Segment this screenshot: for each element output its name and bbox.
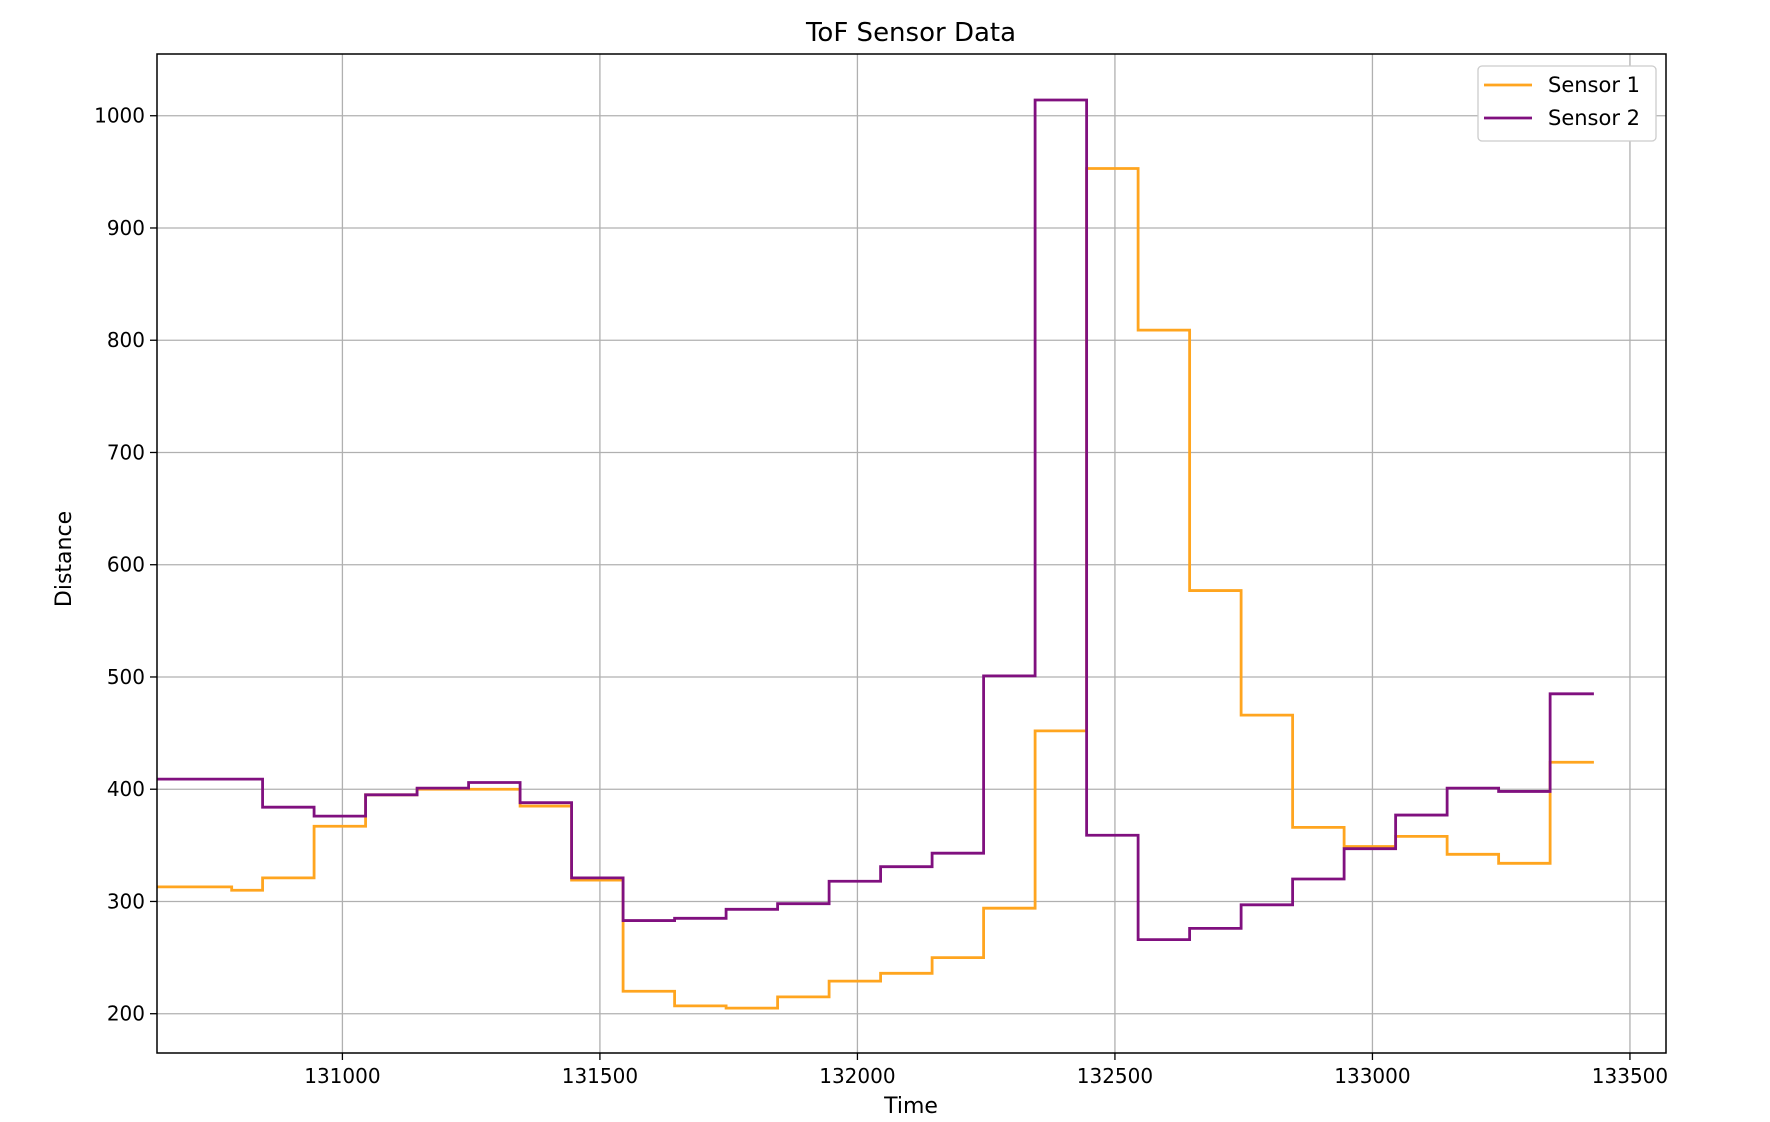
y-tick-label: 500	[107, 665, 145, 689]
legend-label-sensor-1: Sensor 1	[1548, 73, 1640, 97]
plot-frame	[156, 53, 1667, 1054]
y-tick-label: 1000	[94, 104, 145, 128]
grid	[157, 54, 1666, 1053]
x-tick-label: 133000	[1334, 1064, 1410, 1088]
y-tick-label: 400	[107, 777, 145, 801]
y-tick-label: 700	[107, 440, 145, 464]
x-axis-label: Time	[883, 1094, 938, 1118]
series-line-sensor-2	[157, 98, 1594, 942]
x-tick-label: 132000	[819, 1064, 895, 1088]
legend: Sensor 1 Sensor 2	[1477, 65, 1657, 142]
y-tick-label: 900	[107, 216, 145, 240]
y-tick-label: 600	[107, 553, 145, 577]
x-tick-label: 131500	[562, 1064, 638, 1088]
y-tick-label: 200	[107, 1002, 145, 1026]
chart-title: ToF Sensor Data	[805, 18, 1016, 48]
x-tick-label: 133500	[1592, 1064, 1668, 1088]
axis-ticks: 131000 131500 132000 132500 133000 133500 200 3…	[94, 104, 1668, 1088]
x-tick-label: 132500	[1077, 1064, 1153, 1088]
series-lines	[157, 98, 1594, 1010]
y-tick-label: 800	[107, 328, 145, 352]
legend-label-sensor-2: Sensor 2	[1548, 106, 1640, 130]
y-tick-label: 300	[107, 889, 145, 913]
x-tick-label: 131000	[304, 1064, 380, 1088]
y-axis-label: Distance	[52, 511, 77, 607]
